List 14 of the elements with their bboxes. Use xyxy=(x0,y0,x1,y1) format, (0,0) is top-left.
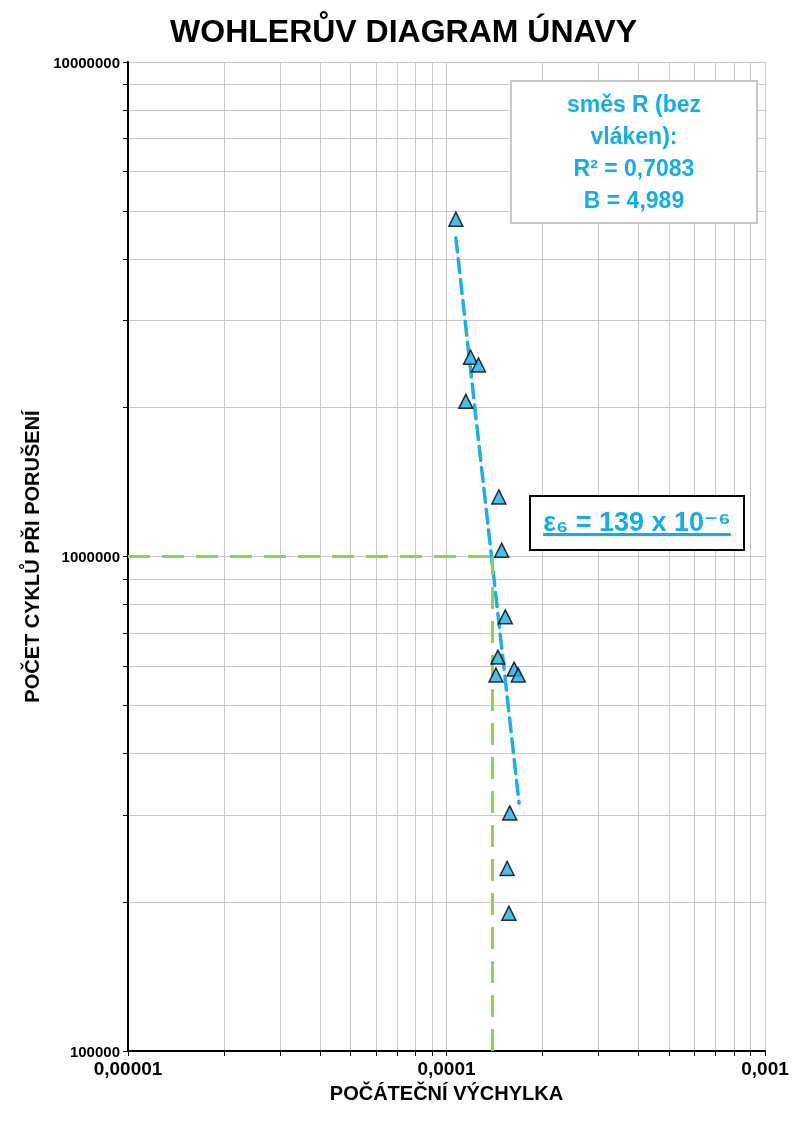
x-tick-label: 0,001 xyxy=(741,1058,790,1079)
x-axis-title: POČÁTEČNÍ VÝCHYLKA xyxy=(329,1080,564,1104)
chart-title: WOHLERŮV DIAGRAM ÚNAVY xyxy=(170,11,637,49)
x-tick-label: 0,00001 xyxy=(93,1058,163,1079)
x-tick-label: 0,0001 xyxy=(417,1058,476,1079)
annotation: směs R (bez vláken): xyxy=(565,90,703,151)
text-box: směs R (bez vláken): R² = 0,7083 B = 4,989 xyxy=(510,80,758,224)
y-tick-label: 100000 xyxy=(69,1042,120,1060)
y-tick-label: 1000000 xyxy=(61,548,120,565)
annotation: B = 4,989 xyxy=(582,186,686,215)
text-box: ε₆ = 139 x 10⁻⁶ xyxy=(529,495,745,551)
annotation: R² = 0,7083 xyxy=(572,154,696,183)
y-axis-title: POČET CYKLŮ PŘI PORUŠENÍ xyxy=(18,409,44,703)
y-tick-label: 10000000 xyxy=(53,53,120,71)
